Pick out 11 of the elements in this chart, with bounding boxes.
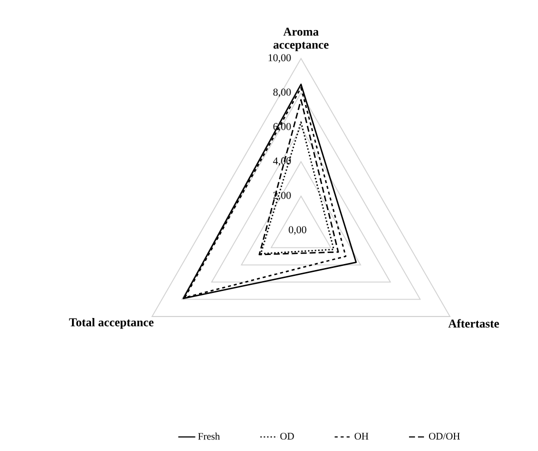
spoke-label: Aftertaste (448, 319, 499, 328)
y-tick-label: 0,00 (288, 226, 306, 235)
legend-label: OD (280, 432, 294, 440)
y-tick-label: 2,00 (273, 192, 291, 200)
y-tick-label: 8,00 (273, 88, 291, 98)
y-tick-label: 10,00 (268, 54, 291, 63)
legend-label: OD/OH (428, 432, 460, 440)
spoke-label: Total acceptance (69, 318, 154, 329)
legend-label: Fresh (198, 432, 220, 440)
legend-label: OH (354, 432, 368, 440)
spoke-label: Aroma acceptance (274, 28, 329, 52)
